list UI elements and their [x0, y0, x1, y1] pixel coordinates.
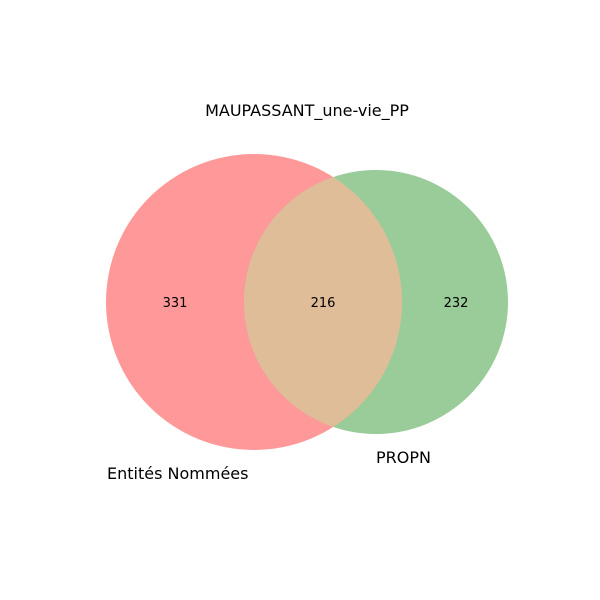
count-left-only: 331 [163, 296, 188, 311]
set-label-entites-nommees: Entités Nommées [107, 464, 248, 483]
count-right-only: 232 [444, 296, 469, 311]
intersection-region [244, 170, 402, 434]
set-label-propn: PROPN [376, 448, 431, 467]
count-intersection: 216 [311, 296, 336, 311]
chart-title: MAUPASSANT_une-vie_PP [205, 101, 409, 121]
